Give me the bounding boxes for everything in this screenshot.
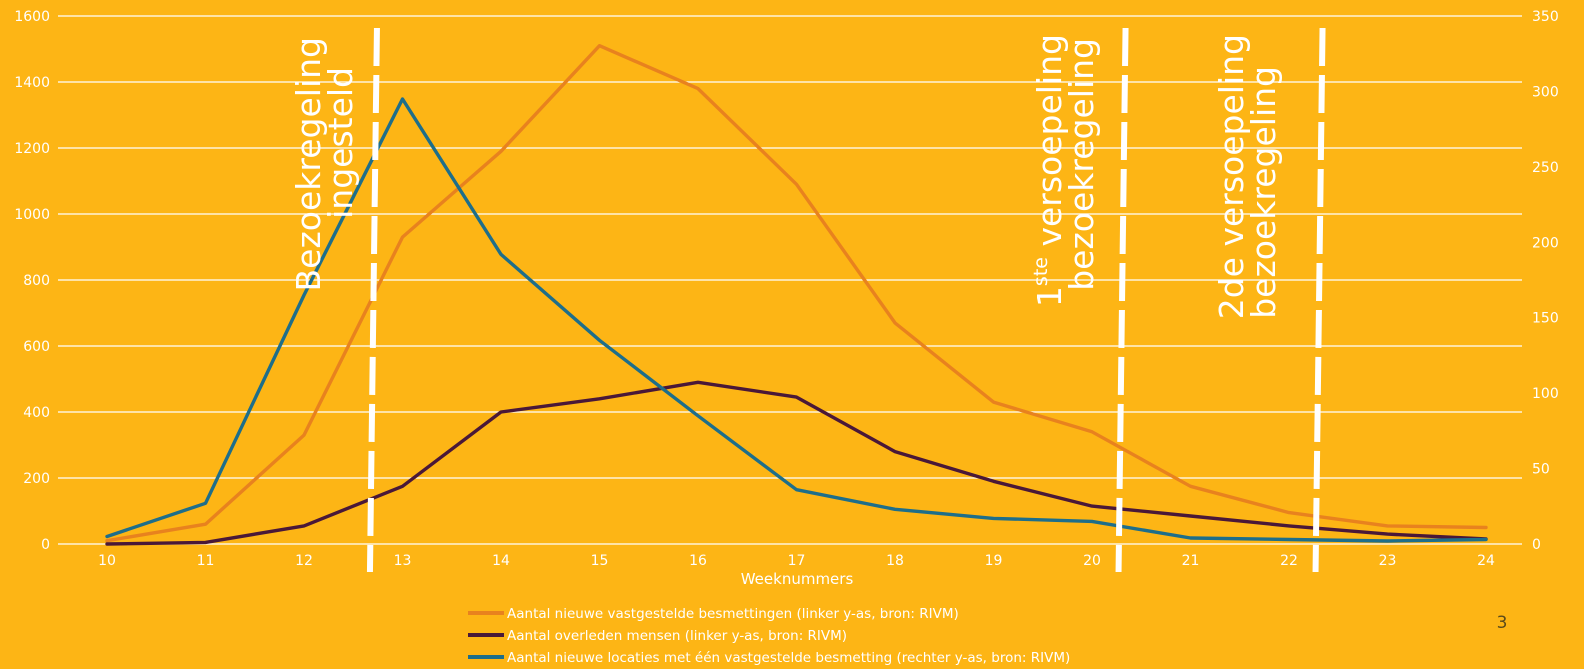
annotation-dashed-line-2 [1115, 27, 1129, 573]
right-y-tick-label: 50 [1532, 462, 1550, 478]
x-tick-label: 23 [1379, 553, 1397, 569]
series-line-3 [105, 97, 1488, 543]
x-tick-label: 14 [492, 553, 510, 569]
x-tick-label: 24 [1477, 553, 1495, 569]
left-y-tick-label: 1000 [14, 207, 50, 223]
annotation-dashed-line-1 [366, 27, 380, 573]
left-y-tick-label: 400 [23, 405, 50, 421]
left-y-tick-label: 1600 [14, 9, 50, 25]
left-y-tick-label: 0 [41, 537, 50, 553]
x-axis: 10 11 12 13 14 15 16 17 18 19 20 21 22 23 24 [98, 553, 1495, 569]
right-y-tick-label: 250 [1532, 160, 1559, 176]
x-tick-label: 21 [1182, 553, 1200, 569]
annotation-rest: versoepeling [1030, 34, 1069, 257]
x-tick-label: 15 [591, 553, 609, 569]
legend-label: Aantal nieuwe vastgestelde besmettingen … [507, 606, 959, 622]
annotation-line: Bezoekregeling [289, 37, 328, 291]
legend: Aantal nieuwe vastgestelde besmettingen … [468, 606, 1070, 666]
annotation-line: ingesteld [321, 67, 360, 219]
x-tick-label: 10 [98, 553, 116, 569]
annotation-line: bezoekregeling [1062, 38, 1101, 291]
grid-lines [58, 15, 1522, 545]
x-tick-label: 11 [197, 553, 215, 569]
right-y-tick-label: 100 [1532, 386, 1559, 402]
left-y-tick-label: 1400 [14, 75, 50, 91]
annotation-line: bezoekregeling [1244, 66, 1283, 319]
annotation-line: 1ste versoepeling [1030, 34, 1069, 307]
x-tick-label: 22 [1280, 553, 1298, 569]
left-y-tick-label: 200 [23, 471, 50, 487]
right-y-tick-label: 150 [1532, 311, 1559, 327]
series-line-2 [105, 380, 1488, 546]
annotation-2de-versoepeling: 2de versoepeling bezoekregeling [1212, 34, 1283, 319]
x-tick-label: 16 [689, 553, 707, 569]
left-y-tick-label: 800 [23, 273, 50, 289]
right-y-tick-label: 0 [1532, 537, 1541, 553]
page-number: 3 [1497, 613, 1508, 633]
x-tick-label: 12 [295, 553, 313, 569]
x-tick-label: 18 [886, 553, 904, 569]
legend-label: Aantal overleden mensen (linker y-as, br… [507, 628, 847, 644]
x-tick-label: 19 [985, 553, 1003, 569]
right-y-tick-label: 300 [1532, 84, 1559, 100]
legend-label: Aantal nieuwe locaties met één vastgeste… [507, 650, 1070, 666]
annotation-sup-base: 1 [1030, 286, 1069, 307]
annotation-1ste-versoepeling: 1ste versoepeling bezoekregeling [1030, 34, 1101, 307]
annotation-bezoekregeling-ingesteld: Bezoekregeling ingesteld [289, 37, 360, 291]
left-y-axis: 0 200 400 600 800 1000 1200 1400 1600 [14, 9, 50, 553]
x-tick-label: 13 [394, 553, 412, 569]
series-lines [105, 44, 1488, 546]
right-y-tick-label: 350 [1532, 9, 1559, 25]
right-y-axis: 0 50 100 150 200 250 300 350 [1532, 9, 1559, 553]
series-line-1 [105, 44, 1488, 543]
right-y-tick-label: 200 [1532, 235, 1559, 251]
annotation-line: 2de versoepeling [1212, 34, 1251, 319]
annotation-dashed-line-3 [1312, 27, 1326, 573]
left-y-tick-label: 600 [23, 339, 50, 355]
annotation-lines [366, 27, 1326, 573]
annotation-sup: ste [1030, 257, 1052, 286]
x-tick-label: 20 [1083, 553, 1101, 569]
x-tick-label: 17 [788, 553, 806, 569]
left-y-tick-label: 1200 [14, 141, 50, 157]
x-axis-title: Weeknummers [741, 570, 854, 588]
